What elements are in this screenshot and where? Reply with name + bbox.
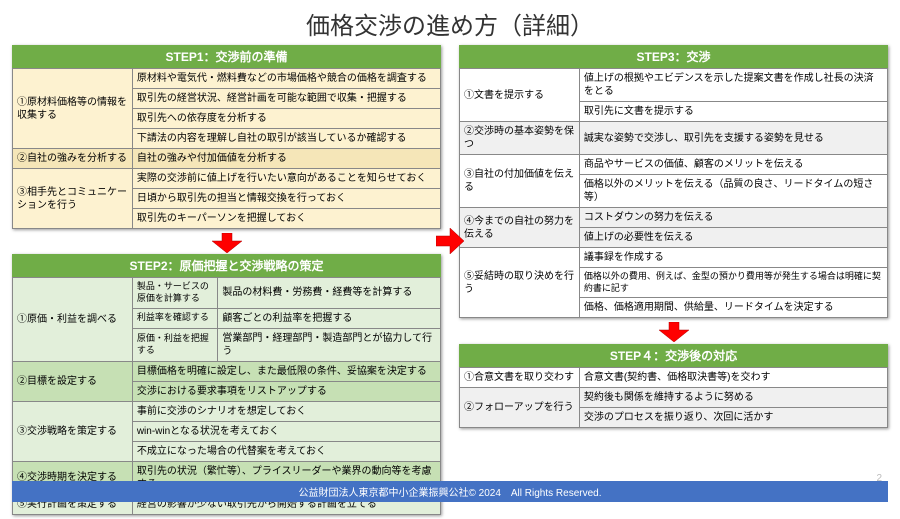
step2-table: ①原価・利益を調べる製品・サービスの原価を計算する製品の材料費・労務費・経費等を… bbox=[12, 277, 441, 514]
step2-box: STEP2：原価把握と交渉戦略の策定 ①原価・利益を調べる製品・サービスの原価を… bbox=[12, 254, 441, 514]
arrow-down-1 bbox=[12, 233, 441, 254]
step1-table: ①原材料価格等の情報を収集する原材料や電気代・燃料費などの市場価格や競合の価格を… bbox=[12, 68, 441, 229]
step1-box: STEP1：交渉前の準備 ①原材料価格等の情報を収集する原材料や電気代・燃料費な… bbox=[12, 45, 441, 229]
right-column: STEP3：交渉 ①文書を提示する値上げの根拠やエビデンスを示した提案文書を作成… bbox=[459, 45, 888, 519]
left-column: STEP1：交渉前の準備 ①原材料価格等の情報を収集する原材料や電気代・燃料費な… bbox=[12, 45, 441, 519]
arrow-right-icon bbox=[436, 228, 464, 259]
step4-box: STEP４：交渉後の対応 ①合意文書を取り交わす合意文書(契約書、価格取決書等)… bbox=[459, 344, 888, 428]
s1-r0-lbl: ①原材料価格等の情報を収集する bbox=[13, 69, 133, 149]
arrow-down-2 bbox=[459, 322, 888, 343]
page-title: 価格交渉の進め方（詳細） bbox=[0, 0, 900, 45]
step3-table: ①文書を提示する値上げの根拠やエビデンスを示した提案文書を作成し社長の決済をとる… bbox=[459, 68, 888, 318]
step1-header: STEP1：交渉前の準備 bbox=[12, 45, 441, 68]
step4-header: STEP４：交渉後の対応 bbox=[459, 344, 888, 367]
footer-bar: 公益財団法人東京都中小企業振興公社© 2024 All Rights Reser… bbox=[12, 481, 888, 502]
step3-box: STEP3：交渉 ①文書を提示する値上げの根拠やエビデンスを示した提案文書を作成… bbox=[459, 45, 888, 318]
step4-table: ①合意文書を取り交わす合意文書(契約書、価格取決書等)を交わす ②フォローアップ… bbox=[459, 367, 888, 428]
step3-header: STEP3：交渉 bbox=[459, 45, 888, 68]
step2-header: STEP2：原価把握と交渉戦略の策定 bbox=[12, 254, 441, 277]
